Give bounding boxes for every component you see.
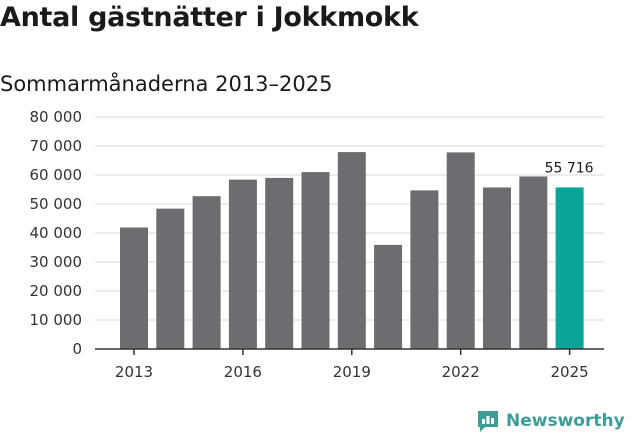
y-tick-label: 30 000 — [30, 253, 83, 271]
bar-chart-speech-icon — [478, 411, 498, 432]
bar-2019 — [337, 152, 366, 349]
bar-2017 — [265, 177, 294, 349]
x-tick-label: 2025 — [551, 363, 589, 381]
y-tick-label: 60 000 — [30, 166, 83, 184]
y-tick-label: 0 — [72, 340, 82, 358]
x-tick-label: 2019 — [333, 363, 371, 381]
bar-2024 — [519, 176, 548, 349]
data-label: 55 716 — [545, 160, 594, 176]
bar-2025 — [555, 187, 584, 349]
bar-2013 — [120, 227, 148, 349]
chart-subtitle: Sommarmånaderna 2013–2025 — [0, 72, 333, 96]
x-tick-label: 2016 — [224, 363, 262, 381]
bar-2021 — [410, 190, 439, 349]
chart-title: Antal gästnätter i Jokkmokk — [0, 2, 419, 33]
y-tick-label: 40 000 — [30, 224, 83, 242]
brand-name: Newsworthy — [506, 411, 625, 431]
bar-2020 — [374, 244, 403, 349]
bar-2014 — [156, 208, 185, 349]
x-tick-label: 2013 — [115, 363, 153, 381]
bar-2023 — [483, 187, 511, 349]
bar-2016 — [228, 179, 257, 349]
y-tick-label: 70 000 — [30, 137, 83, 155]
y-tick-label: 20 000 — [30, 282, 83, 300]
bar-2022 — [446, 152, 475, 349]
brand-logo: Newsworthy — [476, 409, 625, 433]
y-tick-label: 80 000 — [30, 108, 83, 126]
x-tick-label: 2022 — [442, 363, 480, 381]
y-tick-label: 10 000 — [30, 311, 83, 329]
bar-2015 — [192, 196, 221, 349]
y-tick-label: 50 000 — [30, 195, 83, 213]
bar-2018 — [301, 172, 330, 349]
